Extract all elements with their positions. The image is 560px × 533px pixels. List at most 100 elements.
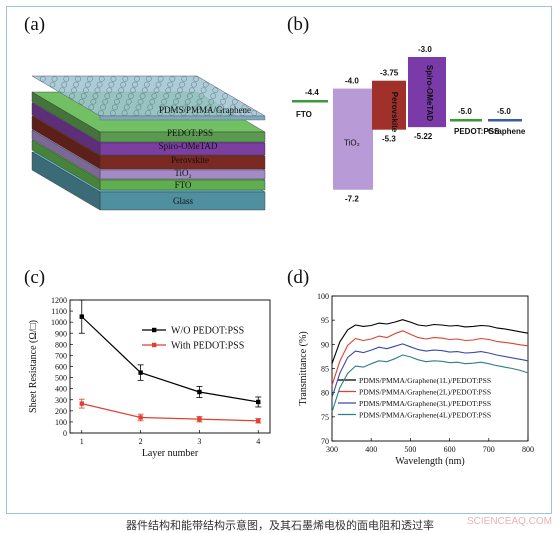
panel-label-d: (d) (287, 267, 309, 288)
series-line-d-3 (331, 354, 529, 413)
pedot-label: PEDOT:PSS (454, 127, 500, 136)
graphene-lattice-cell (212, 87, 219, 94)
graphene-lattice-cell (121, 110, 128, 116)
panel-label-b: (b) (287, 14, 309, 35)
layer-side-3 (31, 115, 101, 170)
xaxis-label-d: Wavelength (nm) (395, 456, 464, 467)
graphene-lattice-cell (151, 93, 158, 99)
graphene-lattice-cell (206, 104, 212, 111)
graphene-lattice-cell (188, 87, 195, 94)
xtick-label-c: 3 (197, 437, 201, 446)
ytick-label-c: 400 (55, 385, 67, 394)
graphene-lattice-cell (147, 104, 154, 111)
graphene-lattice-cell (239, 110, 246, 116)
series-line-d-0 (331, 319, 529, 364)
layer-label-4: TiO₂ (174, 168, 191, 178)
graphene-lattice-cell (167, 81, 174, 88)
legend-label-c-1: With PEDOT:PSS (171, 341, 244, 352)
xaxis-label-c: Layer number (142, 448, 199, 459)
xtick-label-c: 2 (139, 437, 143, 446)
series-line-d-1 (331, 330, 529, 386)
graphene-lattice-cell (181, 76, 187, 82)
fto-label: FTO (296, 110, 312, 119)
xtick-label-d: 700 (483, 445, 495, 454)
graphene-lattice-cell (90, 98, 97, 105)
graphene-lattice-cell (159, 104, 165, 111)
graphene-lattice-cell (182, 104, 189, 111)
graphene-lattice-cell (143, 81, 150, 88)
data-point-c (79, 314, 84, 319)
panel-label-a: (a) (24, 14, 45, 35)
transmittance-chart: 70 75 80 85 90 95 100 300 400 500 600 700 800 Wavelen… (298, 292, 534, 467)
graphene-lattice-cell (139, 93, 146, 99)
graphene-lattice-cell (145, 76, 152, 82)
device-stack: PDMS/PMMA/Graphene PEDOT:PSS Spiro-OMeTAD P… (31, 75, 266, 211)
graphene-lattice-cell (85, 81, 91, 88)
data-point-c (79, 401, 84, 406)
ytick-label-d: 95 (321, 316, 329, 325)
graphene-lattice-cell (202, 81, 209, 88)
ytick-label-d: 75 (321, 413, 329, 422)
graphene-lattice-cell (73, 81, 79, 88)
graphene-lattice-cell (118, 87, 124, 94)
graphene-lattice-cell (155, 81, 162, 88)
graphene-lattice-cell (210, 93, 217, 99)
graphene-lattice-cell (157, 110, 163, 116)
graphene-lattice-cell (127, 93, 134, 99)
graphene-lattice-cell (141, 87, 148, 94)
graphene-lattice-cell (157, 76, 164, 82)
graphene-lattice-cell (133, 110, 140, 116)
graphene-lattice-cell (71, 87, 77, 94)
graphene-lattice-cell (241, 104, 248, 111)
layer-label-6: Glass (173, 196, 193, 206)
graphene-lattice-cell (173, 98, 179, 105)
graphene-lattice-cell (92, 93, 99, 99)
graphene-lattice-cell (63, 76, 70, 82)
graphene-lattice-cell (186, 93, 193, 99)
graphene-lattice-cell (137, 98, 144, 105)
graphene-lattice-cell (114, 98, 120, 105)
data-point-c (256, 399, 261, 405)
sheet-resistance-chart: 0 100 200 300 400 500 600 700 800 900 1000 1100 1200… (28, 296, 271, 459)
layer-side-1 (31, 91, 101, 143)
perovskite-bottom-value: -5.3 (382, 135, 396, 144)
graphene-lattice-cell (130, 87, 136, 94)
graphene-lattice-cell (87, 76, 93, 82)
graphene-lattice-cell (179, 81, 185, 88)
graphene-lattice-cell (175, 93, 181, 99)
graphene-lattice-cell (98, 76, 105, 82)
data-point-c (256, 418, 261, 424)
layer-label-3: Perovskite (171, 155, 209, 165)
layer-label-0: PDMS/PMMA/Graphene (159, 105, 251, 115)
legend-label-d-1: PDMS/PMMA/Graphene(2L)/PEDOT:PSS (359, 388, 491, 397)
ytick-label-c: 500 (55, 374, 67, 383)
ytick-label-c: 0 (63, 429, 67, 438)
data-point-c (138, 415, 143, 420)
panel-label-c: (c) (24, 267, 45, 288)
graphene-lattice-cell (110, 76, 117, 82)
graphene-lattice-cell (227, 110, 234, 116)
graphene-lattice-cell (49, 81, 56, 88)
spiro-band (408, 57, 446, 128)
graphene-lattice-cell (191, 81, 197, 88)
layer-side-4 (31, 129, 101, 180)
graphene-lattice-cell (251, 110, 258, 116)
graphene-lattice-cell (218, 104, 224, 111)
ytick-label-d: 90 (321, 340, 329, 349)
ytick-label-c: 600 (55, 363, 67, 372)
graphene-lattice-cell (170, 104, 177, 111)
graphene-lattice-cell (177, 87, 183, 94)
graphene-lattice-cell (135, 104, 142, 111)
graphene-lattice-cell (112, 104, 118, 111)
graphene-level-value: -5.0 (497, 107, 511, 116)
data-point-c (197, 416, 202, 422)
graphene-lattice-cell (104, 93, 111, 99)
fto-level-value: -4.4 (305, 88, 319, 97)
graphene-lattice-cell (198, 93, 205, 99)
graphene-lattice-cell (132, 81, 138, 88)
xtick-label-c: 4 (256, 437, 260, 446)
legend-label-d-3: PDMS/PMMA/Graphene(4L)/PEDOT:PSS (359, 411, 491, 420)
ytick-label-c: 900 (55, 329, 67, 338)
graphene-lattice-cell (61, 81, 68, 88)
